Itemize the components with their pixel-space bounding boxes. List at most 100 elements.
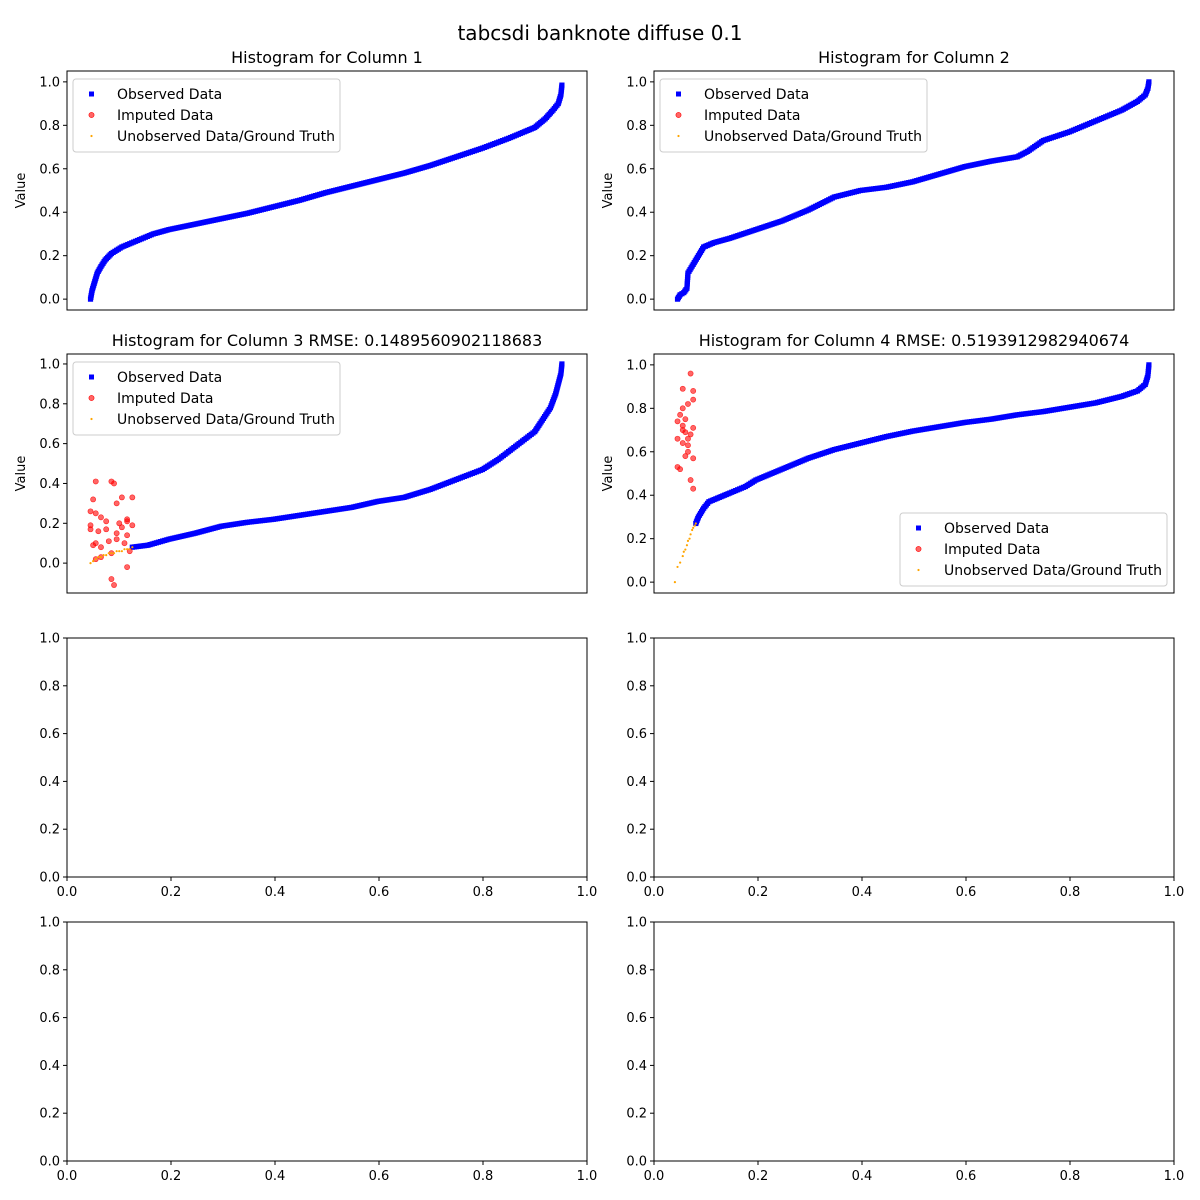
y-tick-label: 0.6 bbox=[39, 162, 60, 177]
x-tick-label: 0.0 bbox=[644, 1169, 665, 1184]
legend: Observed Data Imputed Data Unobserved Data… bbox=[72, 78, 341, 153]
legend-label-unobserved: Unobserved Data/Ground Truth bbox=[117, 129, 335, 145]
y-tick-label: 0.4 bbox=[626, 206, 647, 221]
y-tick-label: 0.8 bbox=[626, 119, 647, 134]
imputed-point bbox=[129, 494, 136, 501]
imputed-point bbox=[685, 401, 691, 407]
y-tick-label: 0.2 bbox=[39, 1107, 60, 1122]
legend-marker-unobserved bbox=[917, 568, 920, 572]
x-tick-label: 0.4 bbox=[265, 885, 286, 900]
unobserved-point bbox=[681, 554, 684, 558]
unobserved-point bbox=[123, 548, 126, 551]
axes-frame bbox=[66, 637, 588, 878]
axes-frame bbox=[66, 353, 588, 594]
y-tick-label: 0.0 bbox=[626, 871, 647, 886]
y-tick-label: 0.4 bbox=[39, 206, 60, 221]
y-tick-label: 0.2 bbox=[39, 517, 60, 532]
imputed-point bbox=[98, 514, 104, 521]
x-tick-label: 1.0 bbox=[577, 1169, 598, 1184]
imputed-point bbox=[111, 480, 117, 487]
y-tick-label: 0.8 bbox=[39, 397, 60, 412]
imputed-point bbox=[129, 522, 136, 529]
imputed-point bbox=[90, 542, 97, 549]
legend-marker-observed bbox=[916, 525, 921, 531]
y-tick-label: 0.4 bbox=[39, 775, 60, 790]
imputed-point bbox=[679, 440, 686, 446]
imputed-point bbox=[113, 500, 120, 507]
legend-marker-unobserved bbox=[677, 134, 680, 138]
imputed-point bbox=[87, 508, 94, 515]
unobserved-point bbox=[688, 537, 691, 540]
x-tick-label: 1.0 bbox=[577, 885, 598, 900]
y-tick-label: 0.0 bbox=[626, 576, 647, 591]
y-tick-label: 0.8 bbox=[626, 679, 647, 694]
legend-label-imputed: Imputed Data bbox=[117, 108, 213, 124]
subplot-7: 0.0 0.2 0.4 0.6 0.8 1.0 0.0 0.2 0.4 0.6 0.8 1.0 bbox=[39, 916, 597, 1185]
legend-label-observed: Observed Data bbox=[117, 370, 222, 386]
legend-label-unobserved: Unobserved Data/Ground Truth bbox=[117, 412, 335, 428]
imputed-point bbox=[687, 477, 694, 483]
imputed-point bbox=[113, 536, 120, 543]
imputed-point bbox=[108, 576, 115, 582]
y-tick-label: 0.2 bbox=[39, 823, 60, 838]
unobserved-point bbox=[685, 544, 689, 547]
y-tick-label: 0.4 bbox=[39, 1059, 60, 1074]
series-unobserved bbox=[89, 546, 134, 565]
imputed-point bbox=[685, 442, 691, 449]
unobserved-point bbox=[686, 539, 690, 542]
y-tick-label: 0.4 bbox=[626, 489, 647, 504]
imputed-point bbox=[121, 540, 128, 547]
unobserved-point bbox=[92, 560, 95, 563]
axes-frame bbox=[653, 921, 1175, 1162]
y-tick-label: 0.8 bbox=[39, 963, 60, 978]
x-tick-label: 0.2 bbox=[748, 1169, 769, 1184]
y-axis-label: Value bbox=[14, 173, 29, 209]
subplot-1: Histogram for Column 1 Value 0.0 0.2 0.4 0.6 0… bbox=[14, 48, 588, 311]
axes-frame bbox=[66, 921, 588, 1162]
unobserved-point bbox=[105, 554, 108, 557]
y-tick-label: 0.8 bbox=[626, 963, 647, 978]
unobserved-point bbox=[102, 554, 105, 557]
imputed-point bbox=[690, 388, 697, 394]
series-observed bbox=[129, 361, 565, 550]
y-tick-label: 0.2 bbox=[626, 532, 647, 547]
x-tick-label: 0.4 bbox=[852, 1169, 873, 1184]
imputed-point bbox=[685, 435, 691, 442]
subplot-4: Histogram for Column 4 RMSE: 0.519391298… bbox=[601, 331, 1175, 594]
x-tick-label: 0.0 bbox=[57, 1169, 78, 1184]
y-tick-label: 1.0 bbox=[626, 916, 647, 931]
imputed-point bbox=[124, 516, 131, 523]
y-tick-label: 0.6 bbox=[626, 162, 647, 177]
imputed-point bbox=[679, 385, 686, 392]
unobserved-point bbox=[679, 561, 682, 564]
legend-label-imputed: Imputed Data bbox=[117, 391, 213, 407]
subplot-title: Histogram for Column 4 RMSE: 0.519391298… bbox=[699, 331, 1130, 350]
imputed-point bbox=[92, 478, 99, 485]
unobserved-point bbox=[94, 558, 97, 561]
unobserved-point bbox=[120, 550, 123, 553]
y-tick-label: 0.6 bbox=[39, 437, 60, 452]
legend-marker-observed bbox=[89, 91, 94, 97]
legend: Observed Data Imputed Data Unobserved Data… bbox=[899, 512, 1168, 587]
x-tick-label: 0.6 bbox=[956, 1169, 977, 1184]
subplot-5: 0.0 0.2 0.4 0.6 0.8 1.0 0.0 0.2 0.4 0.6 0.8 1.0 bbox=[39, 632, 597, 901]
imputed-point bbox=[92, 510, 99, 517]
x-tick-label: 0.8 bbox=[473, 1169, 494, 1184]
x-tick-label: 1.0 bbox=[1164, 1169, 1185, 1184]
imputed-point bbox=[118, 494, 125, 501]
legend-label-observed: Observed Data bbox=[117, 87, 222, 103]
observed-point bbox=[1146, 79, 1152, 85]
unobserved-point bbox=[676, 565, 679, 569]
imputed-point bbox=[677, 466, 684, 473]
y-tick-label: 1.0 bbox=[626, 632, 647, 647]
unobserved-point bbox=[107, 552, 110, 555]
axes-frame bbox=[653, 70, 1175, 311]
unobserved-point bbox=[682, 550, 685, 553]
y-tick-label: 0.2 bbox=[626, 1107, 647, 1122]
imputed-point bbox=[98, 544, 104, 551]
unobserved-point bbox=[694, 522, 697, 525]
legend: Observed Data Imputed Data Unobserved Data… bbox=[659, 78, 928, 153]
unobserved-point bbox=[112, 552, 116, 555]
subplot-title: Histogram for Column 3 RMSE: 0.148956090… bbox=[112, 331, 543, 350]
observed-point bbox=[559, 82, 565, 88]
